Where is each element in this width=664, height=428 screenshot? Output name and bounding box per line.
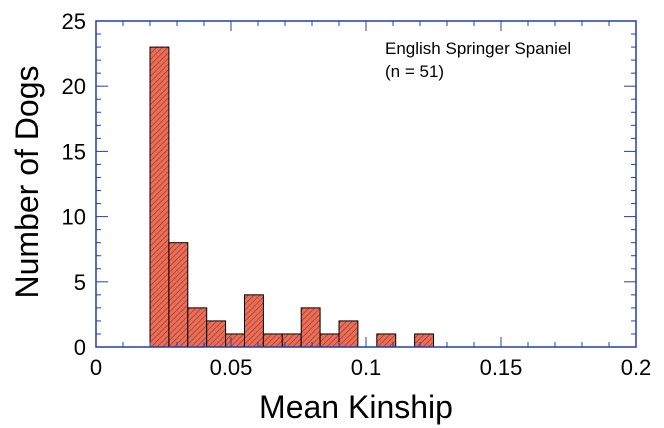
plot-frame	[95, 20, 637, 348]
histogram-bar-9	[319, 333, 340, 348]
y-tick-label: 25	[62, 9, 86, 34]
y-tick-label: 10	[62, 205, 86, 230]
histogram-bar-3	[206, 320, 227, 348]
y-tick-label: 0	[74, 335, 86, 360]
annotation-breed: English Springer Spaniel	[385, 39, 571, 58]
histogram-bar-0	[149, 46, 170, 348]
x-tick-label: 0	[90, 355, 102, 380]
histogram-bar-8	[300, 307, 321, 348]
y-tick-label: 20	[62, 74, 86, 99]
x-tick-label: 0.2	[621, 355, 652, 380]
histogram-bar-10	[338, 320, 359, 348]
y-tick-label: 15	[62, 139, 86, 164]
x-tick-label: 0.1	[351, 355, 382, 380]
tick-labels-group: 0 0.05 0.1 0.15 0.2 0 5 10 15 20 25	[62, 9, 652, 380]
histogram-bar-6	[262, 333, 283, 348]
x-axis-title: Mean Kinship	[259, 389, 453, 425]
y-tick-label: 5	[74, 270, 86, 295]
histogram-bar-5	[244, 294, 264, 348]
y-axis-title: Number of Dogs	[9, 66, 45, 299]
histogram-bar-12	[414, 333, 435, 348]
x-tick-label: 0.05	[210, 355, 253, 380]
histogram-bar-1	[168, 242, 189, 348]
annotation-sample-size: (n = 51)	[385, 62, 444, 81]
histogram-bar-2	[187, 307, 208, 348]
histogram-bar-4	[225, 333, 246, 348]
x-tick-label: 0.15	[480, 355, 523, 380]
bars-group	[149, 46, 435, 348]
